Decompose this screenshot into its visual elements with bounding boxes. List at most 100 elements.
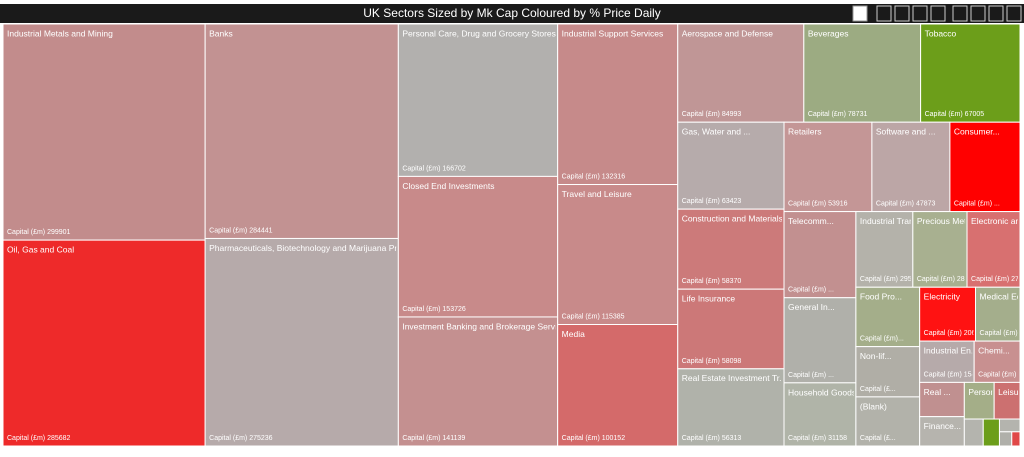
tile-label: Consumer... <box>954 127 1000 137</box>
tile-clip: Retailers Capital (£m) 53916 <box>788 127 848 208</box>
tile-clip: Electronic and Elect... Capital (£m) 2750… <box>971 216 1018 283</box>
tile-rect <box>963 418 984 447</box>
tile-label: Oil, Gas and Coal <box>7 245 74 255</box>
tile-rect <box>975 286 1021 342</box>
tile-clip: Real ... <box>924 387 951 397</box>
tile-rect <box>912 211 968 288</box>
tile-clip: Construction and Materials Capital (£m) 5… <box>682 214 783 286</box>
tile: Consumer... Capital (£m) ... <box>949 121 1021 213</box>
title-bar <box>0 4 1024 23</box>
tile: Gas, Water and ... Capital (£m) 63423 <box>677 121 785 210</box>
tile-clip: Banks Capital (£m) 284441 <box>209 28 273 234</box>
tile: Life Insurance Capital (£m) 58098 <box>677 288 785 370</box>
tile: Personal Care, Drug and Grocery Stores Ca… <box>397 23 559 177</box>
tile-rect <box>966 211 1021 288</box>
tile: Industrial En... Capital (£m) 154... <box>919 340 978 383</box>
drill-down-button[interactable] <box>894 5 910 22</box>
tile-value-label: Capital (£m) 67005 <box>925 111 985 118</box>
tile <box>1011 431 1021 447</box>
tile-label: Industrial En... <box>924 346 978 356</box>
tile-clip: Food Pro... Capital (£m)... <box>860 292 904 343</box>
tile-value-label: Capital (£m) 28149 <box>917 276 977 283</box>
hierarchy-button[interactable] <box>930 5 946 22</box>
tile-clip: Electricity Capital (£m) 206... <box>924 292 982 337</box>
tile <box>982 418 1000 447</box>
chart-title: UK Sectors Sized by Mk Cap Coloured by %… <box>363 6 660 20</box>
tile-value-label: Capital (£m) 299901 <box>7 229 71 236</box>
tile-value-label: Capital (£m) 53916 <box>788 201 848 208</box>
tile: Industrial Support Services Capital (£m) … <box>557 23 679 186</box>
tile-value-label: Capital (£m) 58098 <box>682 358 742 365</box>
pin-button[interactable] <box>952 5 968 22</box>
tile-label: Non-lif... <box>860 351 892 361</box>
tile-clip: Industrial Transport... Capital (£m) 2957… <box>860 216 920 283</box>
tile: Oil, Gas and Coal Capital (£m) 285682 <box>2 239 206 447</box>
expand-button[interactable] <box>912 5 928 22</box>
tile-value-label: Capital (£m) 153726 <box>402 306 466 313</box>
tile-rect <box>949 121 1021 213</box>
tile-label: General In... <box>788 302 835 312</box>
tile-label: Pharmaceuticals, Biotechnology and Marij… <box>209 243 404 253</box>
tile-value-label: Capital (£m) 275236 <box>209 435 273 442</box>
tile-rect <box>783 121 873 213</box>
tile-clip: Persona... <box>968 387 992 397</box>
tile-rect <box>998 418 1021 433</box>
tile-rect <box>397 175 559 318</box>
tile-rect <box>557 184 679 325</box>
tile-rect <box>963 381 995 420</box>
tile: Electricity Capital (£m) 206... <box>919 286 982 342</box>
tile-clip: Personal Care, Drug and Grocery Stores Ca… <box>402 28 555 172</box>
tile-clip: Aerospace and Defense Capital (£m) 84993 <box>682 28 773 118</box>
tile-clip: Oil, Gas and Coal Capital (£m) 285682 <box>7 245 74 442</box>
tile-clip: Household Goods ... Capital (£m) 31158 <box>788 387 866 442</box>
tile: Travel and Leisure Capital (£m) 115385 <box>557 184 679 325</box>
tile: Closed End Investments Capital (£m) 15372… <box>397 175 559 318</box>
tile: Chemi... Capital (£m) ... <box>973 340 1021 383</box>
tile-value-label: Capital (£m) 78731 <box>808 111 868 118</box>
tile-rect <box>998 431 1013 447</box>
tile-rect <box>919 286 977 342</box>
tile-rect <box>204 237 399 447</box>
tile-label: Gas, Water and ... <box>682 127 751 137</box>
copy-button[interactable] <box>970 5 986 22</box>
drill-up-button[interactable] <box>876 5 892 22</box>
tile-clip: Medical Equi... Capital (£m) 164... <box>980 292 1018 337</box>
tile-label: Real ... <box>924 387 951 397</box>
tile-label: (Blank) <box>860 401 887 411</box>
tile-rect <box>1011 431 1021 447</box>
tile-value-label: Capital (£... <box>860 386 896 393</box>
tile: Beverages Capital (£m) 78731 <box>803 23 922 123</box>
tile-clip: Beverages Capital (£m) 78731 <box>808 28 868 118</box>
tile-rect <box>803 23 922 123</box>
tile-value-label: Capital (£m) 58370 <box>682 278 742 285</box>
tile: Banks Capital (£m) 284441 <box>204 23 399 239</box>
tile-value-label: Capital (£m) 206... <box>924 330 982 337</box>
tile-label: Precious Metals an... <box>917 216 996 226</box>
tile: Leisure ... <box>993 381 1024 420</box>
tile <box>998 418 1021 433</box>
tile-rect <box>204 23 399 239</box>
tile: Tobacco Capital (£m) 67005 <box>920 23 1021 123</box>
tile-value-label: Capital (£m)... <box>860 336 904 343</box>
tile: Real Estate Investment Tr... Capital (£m)… <box>677 368 785 447</box>
tile-label: Finance... <box>924 421 961 431</box>
info-button[interactable] <box>852 5 868 22</box>
tile-label: Leisure ... <box>998 387 1024 397</box>
focus-button[interactable] <box>988 5 1004 22</box>
tile-rect <box>919 381 965 418</box>
tile: (Blank) Capital (£... <box>855 396 921 447</box>
tile-clip: Industrial Metals and Mining Capital (£m)… <box>7 28 113 236</box>
tile-label: Construction and Materials <box>682 214 783 224</box>
tile-label: Household Goods ... <box>788 387 866 397</box>
tile-rect <box>2 239 206 447</box>
tile-clip: (Blank) Capital (£... <box>860 401 896 442</box>
tile-label: Life Insurance <box>682 294 736 304</box>
tile-clip: Travel and Leisure Capital (£m) 115385 <box>562 189 632 321</box>
tile: Finance... <box>919 416 965 447</box>
tile-clip: Precious Metals an... Capital (£m) 28149 <box>917 216 996 283</box>
tile-value-label: Capital (£m) 100152 <box>562 435 626 442</box>
tile-value-label: Capital (£m) 284441 <box>209 227 273 234</box>
tile <box>963 418 984 447</box>
tile-value-label: Capital (£m) 29578 <box>860 276 920 283</box>
more-button[interactable] <box>1006 5 1022 22</box>
